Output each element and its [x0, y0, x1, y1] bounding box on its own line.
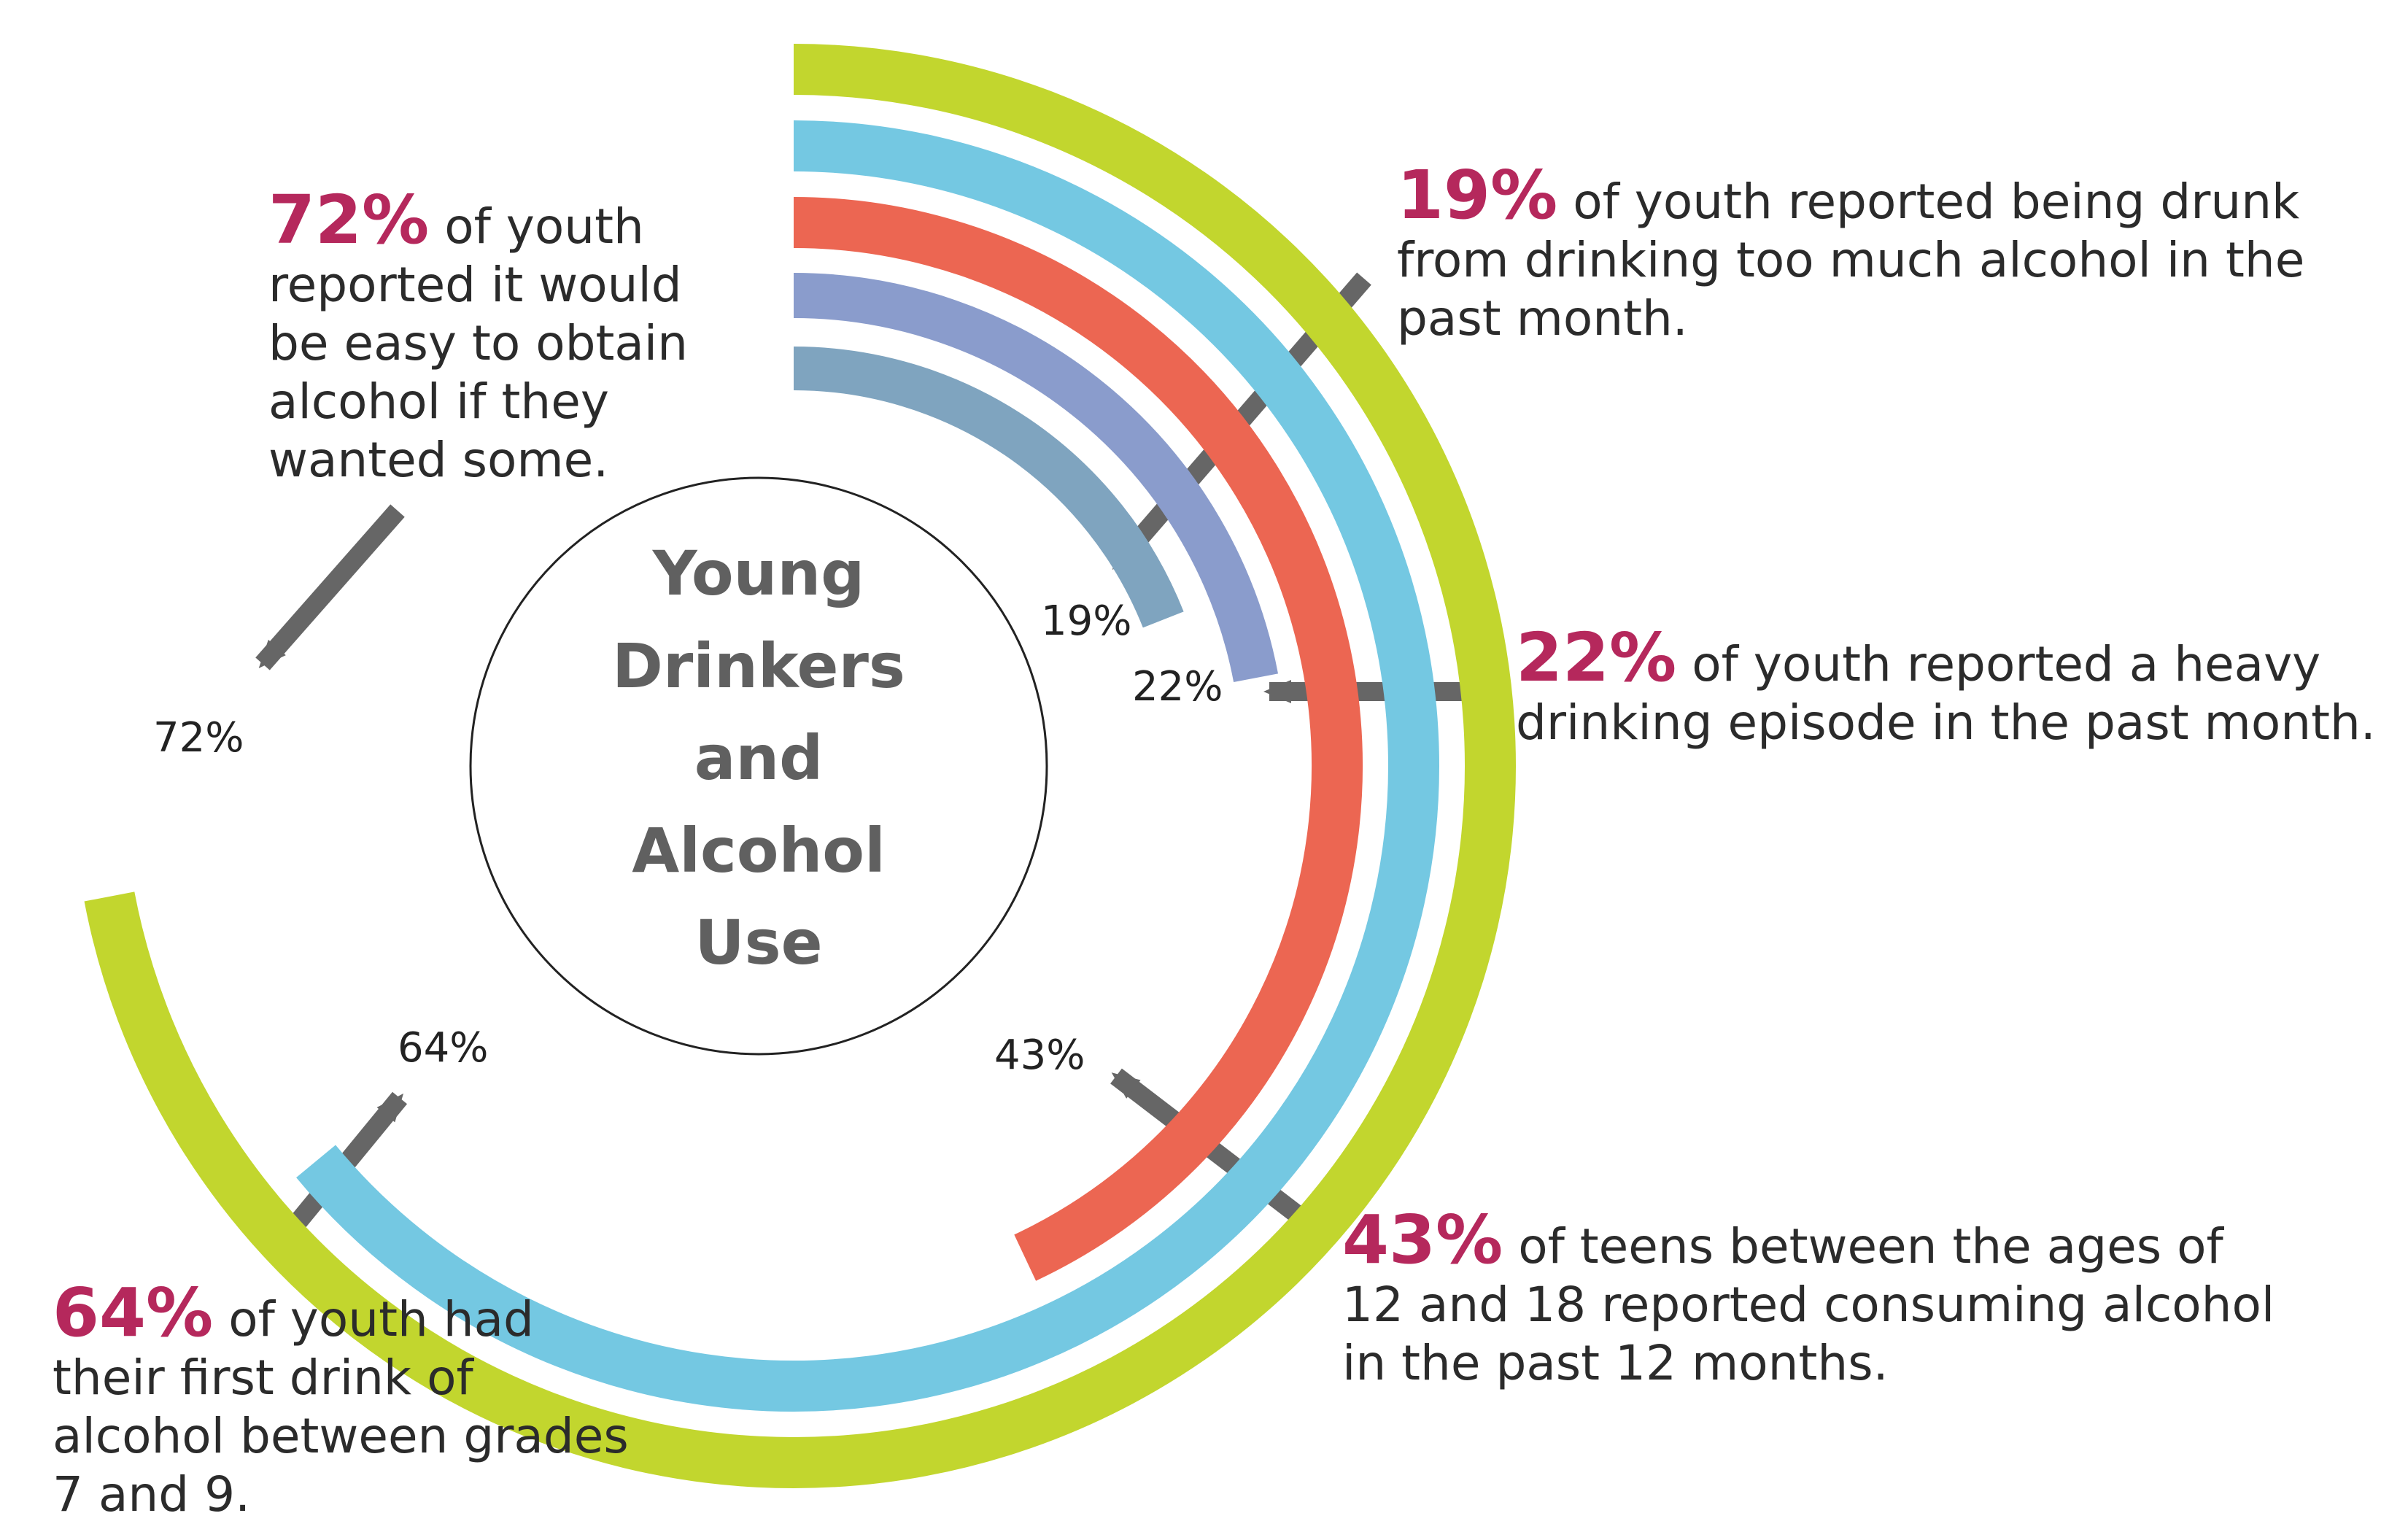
- callout-22-text: of youth reported a heavy drinking episo…: [1516, 636, 2376, 751]
- bar-64: [296, 120, 1439, 1412]
- callout-72-value: 72%: [268, 181, 430, 259]
- leader-43-tip: [1111, 1072, 1141, 1099]
- callout-64-value: 64%: [53, 1274, 214, 1352]
- bar-72: [84, 44, 1516, 1488]
- center-title: Young Drinkers and Alcohol Use: [612, 538, 905, 978]
- callout-43: 43% of teens between the ages of 12 and …: [1342, 1207, 2283, 1393]
- bar-label-72: 72%: [153, 714, 244, 762]
- callout-19: 19% of youth reported being drunk from d…: [1397, 162, 2316, 348]
- callout-64: 64% of youth had their first drink of al…: [53, 1280, 658, 1524]
- center-title-line-3: and: [694, 722, 824, 794]
- leader-64-tip: [376, 1093, 404, 1123]
- center-title-line-2: Drinkers: [612, 630, 905, 702]
- callout-64-text: of youth had their first drink of alcoho…: [53, 1291, 629, 1523]
- callout-72-text: of youth reported it would be easy to ob…: [268, 198, 688, 488]
- callout-22-value: 22%: [1516, 619, 1677, 697]
- callout-43-text: of teens between the ages of 12 and 18 r…: [1342, 1218, 2275, 1391]
- bar-22: [793, 273, 1279, 682]
- center-title-line-5: Use: [694, 907, 822, 978]
- callout-72: 72% of youth reported it would be easy t…: [268, 187, 721, 490]
- bar-19: [793, 347, 1184, 628]
- center-title-line-4: Alcohol: [632, 815, 886, 886]
- bar-label-22: 22%: [1132, 663, 1223, 711]
- center-title-line-1: Young: [652, 538, 865, 609]
- center-circle: [469, 476, 1048, 1056]
- leader-72-tip: [258, 639, 286, 669]
- bar-label-19: 19%: [1041, 597, 1131, 645]
- callout-19-text: of youth reported being drunk from drink…: [1397, 174, 2305, 347]
- callout-43-value: 43%: [1342, 1201, 1503, 1279]
- leader-72: [255, 504, 405, 670]
- bar-value-labels: 72% 64% 43% 22% 19%: [153, 597, 1223, 1079]
- leader-22-tip: [1263, 680, 1291, 703]
- callout-22: 22% of youth reported a heavy drinking e…: [1516, 624, 2391, 752]
- bar-label-43: 43%: [994, 1032, 1085, 1079]
- bar-43: [793, 197, 1363, 1281]
- callout-19-value: 19%: [1397, 156, 1558, 234]
- radial-bars: [84, 44, 1516, 1488]
- bar-label-64: 64%: [398, 1024, 488, 1072]
